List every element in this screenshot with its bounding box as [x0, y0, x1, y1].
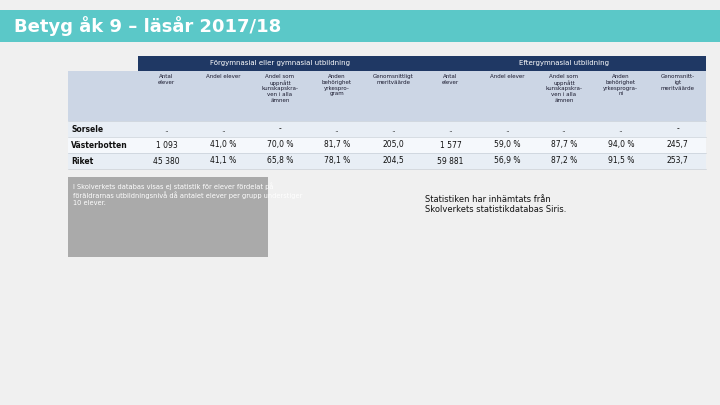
Text: Statistiken har inhämtats från
Skolverkets statistikdatabas Siris.: Statistiken har inhämtats från Skolverke… — [425, 195, 567, 214]
Text: 91,5 %: 91,5 % — [608, 156, 634, 166]
Text: Genomsnittligt
meritväärde: Genomsnittligt meritväärde — [373, 74, 414, 85]
Text: 65,8 %: 65,8 % — [267, 156, 293, 166]
Text: 41,0 %: 41,0 % — [210, 141, 236, 149]
Text: Riket: Riket — [71, 156, 94, 166]
Bar — [138, 56, 422, 71]
Text: I Skolverkets databas visas ej statistik för elever fördelat på
föräldrarnas utb: I Skolverkets databas visas ej statistik… — [73, 182, 302, 206]
Bar — [68, 153, 706, 169]
Text: ..: .. — [334, 124, 339, 134]
Text: Andel elever: Andel elever — [490, 74, 524, 79]
Bar — [649, 71, 706, 121]
Text: 59 881: 59 881 — [437, 156, 464, 166]
Text: Anden
behörighet
yrkespro-
gram: Anden behörighet yrkespro- gram — [322, 74, 352, 96]
Text: ..: .. — [618, 124, 624, 134]
Text: Sorsele: Sorsele — [71, 124, 103, 134]
Bar — [479, 71, 536, 121]
Text: 245,7: 245,7 — [667, 141, 688, 149]
Text: ..: .. — [562, 124, 567, 134]
Text: Genomsnitt-
igt
meritväärde: Genomsnitt- igt meritväärde — [660, 74, 695, 91]
Text: Västerbotten: Västerbotten — [71, 141, 127, 149]
Text: Förgymnasial eller gymnasial utbildning: Förgymnasial eller gymnasial utbildning — [210, 60, 350, 66]
Text: 205,0: 205,0 — [383, 141, 405, 149]
Bar — [593, 71, 649, 121]
Text: Antal
elever: Antal elever — [442, 74, 459, 85]
Text: 45 380: 45 380 — [153, 156, 180, 166]
Text: 253,7: 253,7 — [667, 156, 688, 166]
Text: Andel som
uppnått
kunskapskra-
ven i alla
ämnen: Andel som uppnått kunskapskra- ven i all… — [261, 74, 299, 103]
Text: 56,9 %: 56,9 % — [494, 156, 521, 166]
Bar — [138, 71, 195, 121]
Text: Andel som
uppnått
kunskapskra-
ven i alla
ämnen: Andel som uppnått kunskapskra- ven i all… — [546, 74, 582, 103]
Bar — [68, 56, 706, 71]
Text: 81,7 %: 81,7 % — [324, 141, 350, 149]
Bar — [195, 71, 251, 121]
Text: -: - — [279, 124, 282, 134]
Text: Betyg åk 9 – läsår 2017/18: Betyg åk 9 – läsår 2017/18 — [14, 16, 282, 36]
Text: Andel elever: Andel elever — [206, 74, 240, 79]
Bar — [365, 71, 422, 121]
Text: ..: .. — [221, 124, 225, 134]
Text: Anden
behörighet
yrkesprogra-
ni: Anden behörighet yrkesprogra- ni — [603, 74, 639, 96]
Bar — [422, 71, 479, 121]
Text: 87,2 %: 87,2 % — [551, 156, 577, 166]
Bar — [308, 71, 365, 121]
Text: 1 577: 1 577 — [439, 141, 462, 149]
Bar — [68, 71, 138, 121]
Bar — [68, 121, 706, 137]
Text: 59,0 %: 59,0 % — [494, 141, 521, 149]
Text: ..: .. — [448, 124, 453, 134]
Bar — [68, 177, 268, 257]
Text: 94,0 %: 94,0 % — [608, 141, 634, 149]
Text: ..: .. — [505, 124, 510, 134]
Text: 87,7 %: 87,7 % — [551, 141, 577, 149]
Bar — [251, 71, 308, 121]
Bar — [536, 71, 593, 121]
Text: Eftergymnasial utbildning: Eftergymnasial utbildning — [519, 60, 609, 66]
Text: ..: .. — [164, 124, 168, 134]
Text: -: - — [676, 124, 679, 134]
Text: 1 093: 1 093 — [156, 141, 177, 149]
Bar — [0, 10, 720, 42]
Text: 41,1 %: 41,1 % — [210, 156, 236, 166]
Text: ..: .. — [391, 124, 396, 134]
Text: 78,1 %: 78,1 % — [324, 156, 350, 166]
Bar — [422, 56, 706, 71]
Text: 70,0 %: 70,0 % — [266, 141, 293, 149]
Bar — [68, 137, 706, 153]
Text: Antal
elever: Antal elever — [158, 74, 175, 85]
Text: 204,5: 204,5 — [383, 156, 405, 166]
